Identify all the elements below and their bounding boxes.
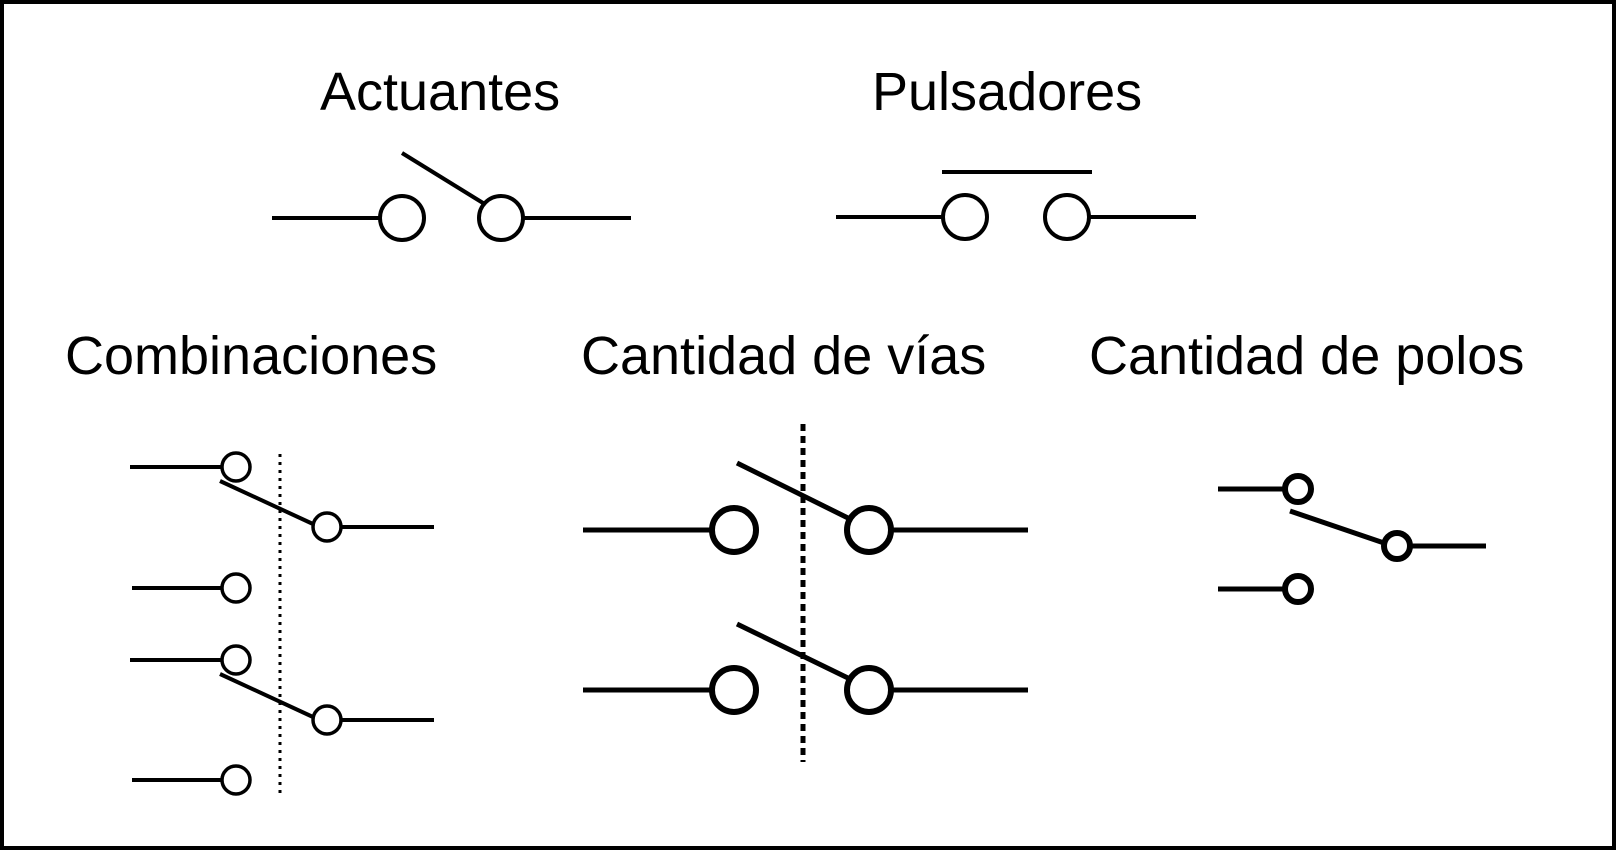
terminal xyxy=(220,764,252,796)
terminal xyxy=(220,451,252,483)
terminal xyxy=(220,572,252,604)
terminal-left xyxy=(941,193,989,241)
terminal-right xyxy=(1043,193,1091,241)
terminal xyxy=(220,644,252,676)
terminal xyxy=(1282,573,1314,605)
switch-lever xyxy=(735,460,852,522)
title-combinaciones: Combinaciones xyxy=(65,326,438,386)
switch-lever xyxy=(400,151,485,205)
ganged-changeover-switch-symbol xyxy=(130,451,434,798)
changeover-switch-symbol xyxy=(1218,473,1486,605)
terminal xyxy=(311,511,343,543)
terminal xyxy=(1282,473,1314,505)
terminal xyxy=(1381,530,1413,562)
title-cantidad-de-polos: Cantidad de polos xyxy=(1089,326,1525,386)
terminal xyxy=(709,505,759,555)
switch-lever xyxy=(219,479,314,526)
terminal xyxy=(311,704,343,736)
pushbutton-symbol xyxy=(836,170,1196,241)
switch-open-symbol xyxy=(272,151,631,242)
terminal xyxy=(844,665,894,715)
switch-lever xyxy=(1289,508,1385,546)
title-actuantes: Actuantes xyxy=(320,62,561,122)
double-switch-symbol xyxy=(583,424,1028,762)
terminal-right xyxy=(477,194,525,242)
terminal xyxy=(844,505,894,555)
title-pulsadores: Pulsadores xyxy=(872,62,1143,122)
switch-lever xyxy=(735,621,852,682)
terminal-left xyxy=(378,194,426,242)
title-cantidad-de-vias: Cantidad de vías xyxy=(581,326,987,386)
terminal xyxy=(709,665,759,715)
switch-lever xyxy=(219,672,314,719)
